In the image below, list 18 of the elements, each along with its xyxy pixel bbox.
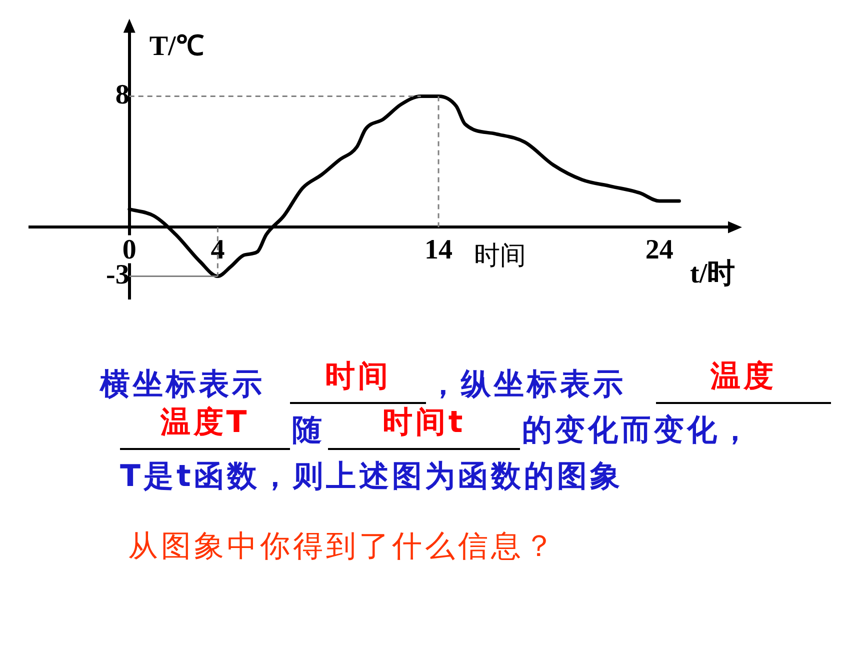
text: ，纵坐标表示	[428, 367, 626, 402]
text: 从图象中你得到了什么信息？	[128, 529, 557, 564]
text: 时间t	[382, 405, 466, 440]
text: 温度T	[160, 405, 250, 440]
text: 横坐标表示	[100, 367, 265, 402]
annotation: 时间	[474, 240, 526, 271]
y-axis-title: T/℃	[149, 31, 204, 62]
x-axis-title: t/时	[690, 258, 736, 290]
text: 时间	[325, 359, 391, 394]
x-tick-label: 24	[645, 234, 674, 266]
text: T是t函数，则上述图为函数的图象	[120, 459, 623, 494]
y-tick-label: 8	[115, 80, 130, 110]
text: 温度	[710, 359, 776, 394]
x-tick-label: 14	[424, 234, 453, 266]
x-tick-label: 4	[210, 234, 225, 266]
x-tick-label: 0	[122, 234, 136, 266]
text: 的变化而变化，	[522, 413, 753, 448]
text: 随	[292, 413, 325, 448]
